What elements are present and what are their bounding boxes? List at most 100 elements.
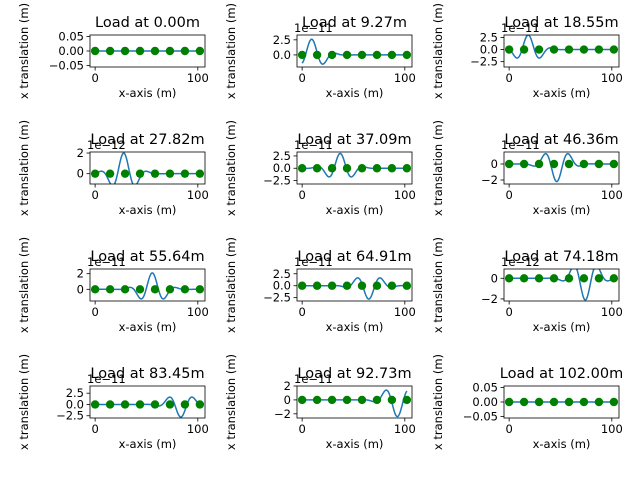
- y-tick-label: −0.05: [463, 410, 498, 424]
- axes-frame-5: [503, 151, 620, 185]
- x-tick-label: 0: [298, 422, 305, 436]
- node-marker: [564, 274, 574, 283]
- node-marker: [594, 397, 604, 407]
- node-marker: [150, 285, 160, 294]
- x-tick-label: 100: [394, 188, 416, 202]
- node-marker: [594, 159, 604, 169]
- node-marker: [90, 285, 100, 294]
- node-marker: [327, 281, 337, 290]
- y-axis-label: x translation (m): [431, 120, 445, 216]
- node-marker: [135, 400, 145, 409]
- node-marker: [504, 397, 514, 407]
- x-tick-label: 0: [91, 71, 98, 85]
- node-marker: [519, 45, 529, 54]
- node-marker: [165, 400, 175, 409]
- node-marker: [180, 285, 190, 294]
- subplot-title: Load at 9.27m: [302, 15, 407, 31]
- axes-frame-10: [296, 385, 413, 419]
- subplot-0: 0 100 −0.050.000.05 Load at 0.00m x-axis (m)…: [17, 3, 209, 100]
- node-marker: [549, 159, 559, 169]
- node-marker: [564, 45, 574, 54]
- y-tick-label: 2: [77, 267, 84, 281]
- node-marker: [534, 45, 544, 54]
- subplot-title: Load at 55.64m: [90, 249, 204, 265]
- node-marker: [609, 274, 619, 283]
- x-tick-label: 100: [601, 422, 623, 436]
- y-axis-label: x translation (m): [17, 237, 31, 333]
- x-tick-label: 0: [505, 188, 512, 202]
- x-tick-label: 100: [187, 305, 209, 319]
- x-tick-label: 0: [91, 305, 98, 319]
- node-marker: [150, 46, 160, 56]
- node-marker: [372, 395, 382, 405]
- y-tick-label: −2.5: [263, 174, 291, 188]
- node-marker: [105, 169, 115, 178]
- x-axis-label: x-axis (m): [533, 203, 591, 217]
- node-marker: [357, 164, 367, 173]
- x-axis-label: x-axis (m): [326, 320, 384, 334]
- x-axis-label: x-axis (m): [326, 437, 384, 451]
- node-marker: [519, 397, 529, 407]
- node-marker: [534, 274, 544, 283]
- y-tick-label: −2: [481, 292, 498, 306]
- node-marker: [579, 159, 589, 169]
- series-line-3: [94, 152, 200, 184]
- y-tick-label: 0.0: [273, 279, 291, 293]
- subplot-title: Load at 92.73m: [297, 366, 411, 382]
- node-marker: [150, 400, 160, 409]
- offset-label: 1e−11: [87, 372, 126, 386]
- axes-frame-6: [89, 268, 206, 302]
- y-tick-label: −2.5: [470, 55, 498, 69]
- node-marker: [342, 395, 352, 405]
- x-axis-label: x-axis (m): [326, 86, 384, 100]
- node-marker: [387, 50, 397, 60]
- axes-frame-3: [89, 151, 206, 185]
- y-tick-label: 2: [77, 146, 84, 160]
- y-tick-label: −0.05: [49, 59, 84, 73]
- x-tick-label: 100: [394, 422, 416, 436]
- x-axis-label: x-axis (m): [119, 203, 177, 217]
- x-tick-label: 100: [601, 71, 623, 85]
- y-axis-label: x translation (m): [431, 354, 445, 450]
- node-marker: [312, 395, 322, 405]
- subplot-title: Load at 74.18m: [504, 249, 618, 265]
- x-tick-label: 0: [91, 188, 98, 202]
- node-marker: [312, 50, 322, 60]
- y-tick-label: 0: [284, 393, 291, 407]
- y-tick-label: 0.0: [66, 397, 84, 411]
- y-tick-label: 0.0: [273, 48, 291, 62]
- node-marker: [297, 164, 307, 173]
- y-tick-label: 2.5: [66, 386, 84, 400]
- y-axis-label: x translation (m): [431, 3, 445, 99]
- subplot-title: Load at 46.36m: [504, 132, 618, 148]
- offset-label: 1e−11: [294, 138, 333, 152]
- node-marker: [372, 164, 382, 173]
- y-tick-label: 2.5: [273, 33, 291, 47]
- node-marker: [327, 164, 337, 173]
- y-axis-label: x translation (m): [17, 120, 31, 216]
- x-tick-label: 0: [298, 71, 305, 85]
- y-tick-label: 0.0: [273, 161, 291, 175]
- node-marker: [579, 274, 589, 283]
- node-marker: [594, 45, 604, 54]
- node-marker: [327, 395, 337, 405]
- subplot-title: Load at 27.82m: [90, 132, 204, 148]
- subplot-title: Load at 102.00m: [500, 366, 623, 382]
- node-marker: [564, 397, 574, 407]
- node-marker: [387, 164, 397, 173]
- node-marker: [387, 281, 397, 290]
- series-line-8: [509, 269, 615, 301]
- node-marker: [135, 169, 145, 178]
- x-tick-label: 0: [505, 422, 512, 436]
- x-tick-label: 100: [187, 71, 209, 85]
- y-axis-label: x translation (m): [224, 3, 238, 99]
- y-tick-label: 0: [491, 157, 498, 171]
